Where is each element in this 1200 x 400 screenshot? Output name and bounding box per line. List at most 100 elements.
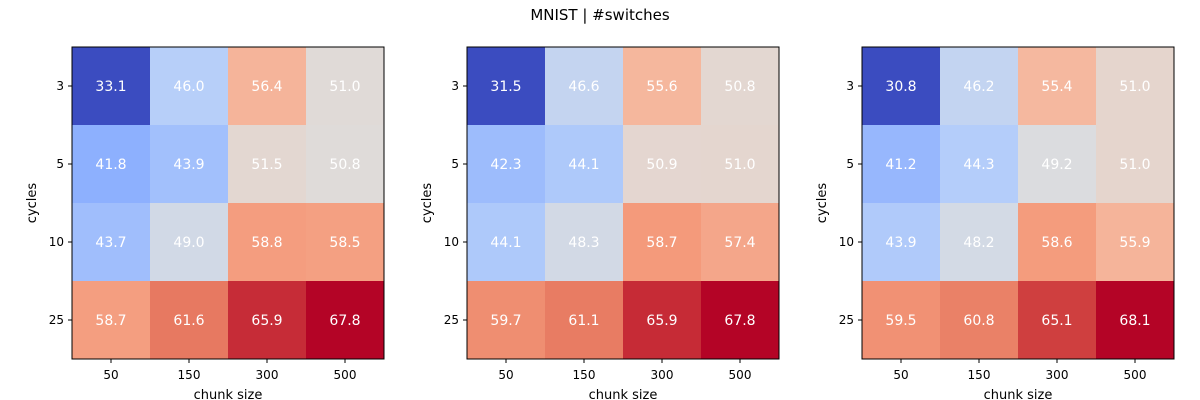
cell-value-label: 58.6 [1041, 235, 1072, 251]
cell-value-label: 46.0 [173, 79, 204, 95]
y-tick-label: 10 [444, 235, 459, 249]
cell-value-label: 50.9 [646, 157, 677, 173]
y-axis-label: cycles [420, 183, 435, 224]
cell-value-label: 65.9 [646, 313, 677, 329]
cell-value-label: 67.8 [329, 313, 360, 329]
heatmap-cell [228, 47, 306, 125]
cell-value-label: 60.8 [963, 313, 994, 329]
heatmap-cell [72, 125, 150, 203]
cell-value-label: 43.7 [95, 235, 126, 251]
heatmap-cell [467, 281, 545, 359]
cell-value-label: 58.8 [251, 235, 282, 251]
heatmap-cell [940, 47, 1018, 125]
heatmap-panel-1: 33.1 46.0 56.4 51.0 41.8 43.9 51.5 50.8 43.7 49.0… [25, 46, 385, 400]
heatmap-cell [467, 47, 545, 125]
y-tick-label: 5 [846, 157, 854, 171]
cell-value-label: 59.7 [490, 313, 521, 329]
cell-value-label: 55.4 [1041, 79, 1072, 95]
cell-value-label: 67.8 [724, 313, 755, 329]
x-tick-label: 300 [256, 368, 279, 382]
plot-frame [466, 46, 780, 360]
heatmap-cell [1018, 125, 1096, 203]
heatmap-cell [1096, 47, 1174, 125]
heatmap-cell [72, 203, 150, 281]
cell-value-label: 49.0 [173, 235, 204, 251]
heatmap-cell [150, 47, 228, 125]
cell-value-label: 51.0 [724, 157, 755, 173]
heatmap-cell [862, 125, 940, 203]
cell-value-label: 43.9 [885, 235, 916, 251]
cell-value-label: 57.4 [724, 235, 755, 251]
y-tick-label: 25 [444, 313, 459, 327]
heatmap-cell [228, 125, 306, 203]
y-tick-label: 25 [839, 313, 854, 327]
cell-value-label: 43.9 [173, 157, 204, 173]
cell-value-label: 68.1 [1119, 313, 1150, 329]
cell-value-label: 56.4 [251, 79, 282, 95]
y-tick-label: 5 [451, 157, 459, 171]
cell-value-label: 55.6 [646, 79, 677, 95]
heatmap-cell [545, 125, 623, 203]
heatmap-cell [545, 203, 623, 281]
cell-value-label: 65.1 [1041, 313, 1072, 329]
heatmap-cell [1096, 125, 1174, 203]
plot-frame [71, 46, 385, 360]
heatmap-cell [306, 203, 384, 281]
heatmap-cell [1096, 203, 1174, 281]
cell-value-label: 44.1 [490, 235, 521, 251]
heatmap-cell [701, 203, 779, 281]
heatmap-cell [862, 47, 940, 125]
cell-value-label: 46.6 [568, 79, 599, 95]
cell-value-label: 48.2 [963, 235, 994, 251]
cell-value-label: 58.5 [329, 235, 360, 251]
x-tick-label: 150 [573, 368, 596, 382]
x-tick-label: 300 [1046, 368, 1069, 382]
heatmap-panels: 33.1 46.0 56.4 51.0 41.8 43.9 51.5 50.8 43.7 49.0… [25, 46, 1175, 400]
heatmap-cell [862, 281, 940, 359]
heatmap-cell [1096, 281, 1174, 359]
heatmap-cell [467, 203, 545, 281]
heatmap-cell [623, 203, 701, 281]
cell-value-label: 58.7 [646, 235, 677, 251]
cell-value-label: 41.2 [885, 157, 916, 173]
cell-value-label: 65.9 [251, 313, 282, 329]
heatmap-cell [228, 281, 306, 359]
x-tick-label: 500 [729, 368, 752, 382]
cell-value-label: 51.0 [1119, 79, 1150, 95]
x-tick-label: 50 [103, 368, 118, 382]
cell-value-label: 44.1 [568, 157, 599, 173]
x-tick-label: 50 [893, 368, 908, 382]
cell-value-label: 31.5 [490, 79, 521, 95]
heatmap-cell [1018, 203, 1096, 281]
cell-value-label: 49.2 [1041, 157, 1072, 173]
heatmap-cell [150, 281, 228, 359]
cell-value-label: 50.8 [329, 157, 360, 173]
x-tick-label: 50 [498, 368, 513, 382]
heatmap-cell [1018, 47, 1096, 125]
cell-value-label: 46.2 [963, 79, 994, 95]
cell-value-label: 61.1 [568, 313, 599, 329]
heatmap-cell [467, 125, 545, 203]
y-tick-label: 25 [49, 313, 64, 327]
heatmap-cell [72, 47, 150, 125]
heatmap-cell [701, 47, 779, 125]
heatmap-cell [306, 281, 384, 359]
heatmap-cell [701, 281, 779, 359]
heatmap-cell [623, 47, 701, 125]
cell-value-label: 61.6 [173, 313, 204, 329]
x-tick-label: 500 [334, 368, 357, 382]
heatmap-cell [545, 47, 623, 125]
x-tick-label: 150 [178, 368, 201, 382]
heatmap-cell [228, 203, 306, 281]
heatmap-cell [701, 125, 779, 203]
heatmap-cell [940, 125, 1018, 203]
y-tick-label: 3 [846, 79, 854, 93]
heatmap-cell [306, 125, 384, 203]
cell-value-label: 33.1 [95, 79, 126, 95]
x-tick-label: 300 [651, 368, 674, 382]
cell-value-label: 51.5 [251, 157, 282, 173]
x-axis-label: chunk size [194, 388, 263, 400]
x-axis-label: chunk size [984, 388, 1053, 400]
heatmap-cell [940, 281, 1018, 359]
